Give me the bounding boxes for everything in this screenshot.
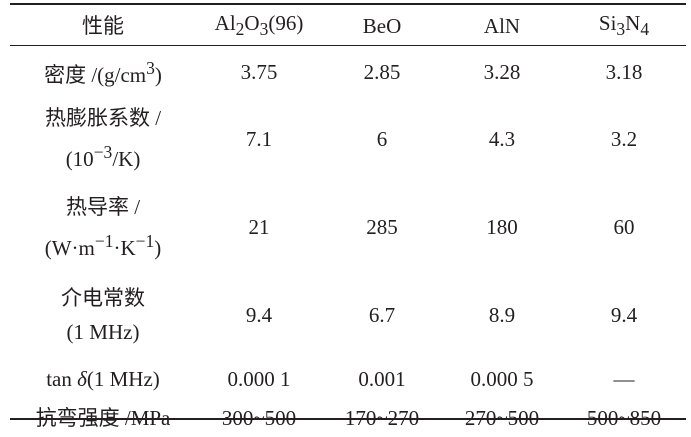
header-aln: AlN [483, 14, 521, 38]
cell-strength-si3n4: 500~850 [586, 406, 662, 430]
cell-expansion-aln: 4.3 [488, 126, 516, 151]
ceramic-properties-table-region: 性能 Al2O3(96) BeO AlN Si3N4 密度 /(g/cm3) 3… [10, 3, 686, 430]
bottom-rule [10, 418, 686, 420]
header-rule [10, 45, 686, 46]
table-row-thermal-conductivity: 热导率 / (W·m−1·K−1) 21 285 180 60 [10, 183, 686, 271]
cell-dielectric-beo: 6.7 [368, 303, 396, 327]
row-label-density: 密度 /(g/cm3) [44, 58, 162, 87]
cell-expansion-si3n4: 3.2 [610, 126, 638, 151]
cell-density-aln: 3.28 [483, 59, 521, 84]
cell-loss-beo: 0.001 [358, 367, 406, 391]
top-rule [10, 3, 686, 5]
row-label-dielectric-constant: 介电常数 (1 MHz) [61, 286, 145, 344]
cell-density-beo: 2.85 [363, 59, 401, 84]
header-si3n4: Si3N4 [598, 10, 650, 40]
cell-expansion-al2o3: 7.1 [245, 126, 273, 151]
table-row-flexural-strength: 抗弯强度 /MPa 300~500 170~270 270~500 500~85… [10, 399, 686, 437]
cell-conductivity-al2o3: 21 [248, 215, 270, 239]
cell-conductivity-aln: 180 [486, 215, 518, 239]
row-label-loss-tangent: tan δ(1 MHz) [46, 367, 160, 391]
table-row-density: 密度 /(g/cm3) 3.75 2.85 3.28 3.18 [10, 49, 686, 94]
cell-dielectric-al2o3: 9.4 [245, 303, 273, 327]
cell-dielectric-si3n4: 9.4 [610, 303, 638, 327]
cell-expansion-beo: 6 [376, 126, 388, 151]
table-row-dielectric-constant: 介电常数 (1 MHz) 9.4 6.7 8.9 9.4 [10, 271, 686, 359]
header-property: 性能 [82, 14, 124, 38]
row-label-thermal-conductivity: 热导率 / (W·m−1·K−1) [44, 194, 162, 260]
cell-conductivity-beo: 285 [366, 215, 398, 239]
table-header-row: 性能 Al2O3(96) BeO AlN Si3N4 [10, 0, 686, 49]
cell-conductivity-si3n4: 60 [613, 215, 635, 239]
cell-loss-aln: 0.000 5 [470, 367, 534, 391]
ceramic-properties-table: 性能 Al2O3(96) BeO AlN Si3N4 密度 /(g/cm3) 3… [10, 0, 686, 437]
cell-strength-beo: 170~270 [344, 406, 420, 430]
row-label-flexural-strength: 抗弯强度 /MPa [35, 406, 171, 430]
cell-density-si3n4: 3.18 [605, 59, 643, 84]
cell-strength-al2o3: 300~500 [221, 406, 297, 430]
table-row-loss-tangent: tan δ(1 MHz) 0.000 1 0.001 0.000 5 — [10, 359, 686, 399]
cell-density-al2o3: 3.75 [240, 59, 278, 84]
table-row-thermal-expansion: 热膨胀系数 / (10−3/K) 7.1 6 4.3 3.2 [10, 94, 686, 183]
cell-loss-al2o3: 0.000 1 [227, 367, 291, 391]
header-beo: BeO [362, 14, 402, 38]
cell-strength-aln: 270~500 [464, 406, 540, 430]
cell-loss-si3n4: — [613, 367, 635, 391]
row-label-thermal-expansion: 热膨胀系数 / (10−3/K) [44, 106, 162, 171]
header-al2o3: Al2O3(96) [214, 10, 304, 40]
cell-dielectric-aln: 8.9 [488, 303, 516, 327]
